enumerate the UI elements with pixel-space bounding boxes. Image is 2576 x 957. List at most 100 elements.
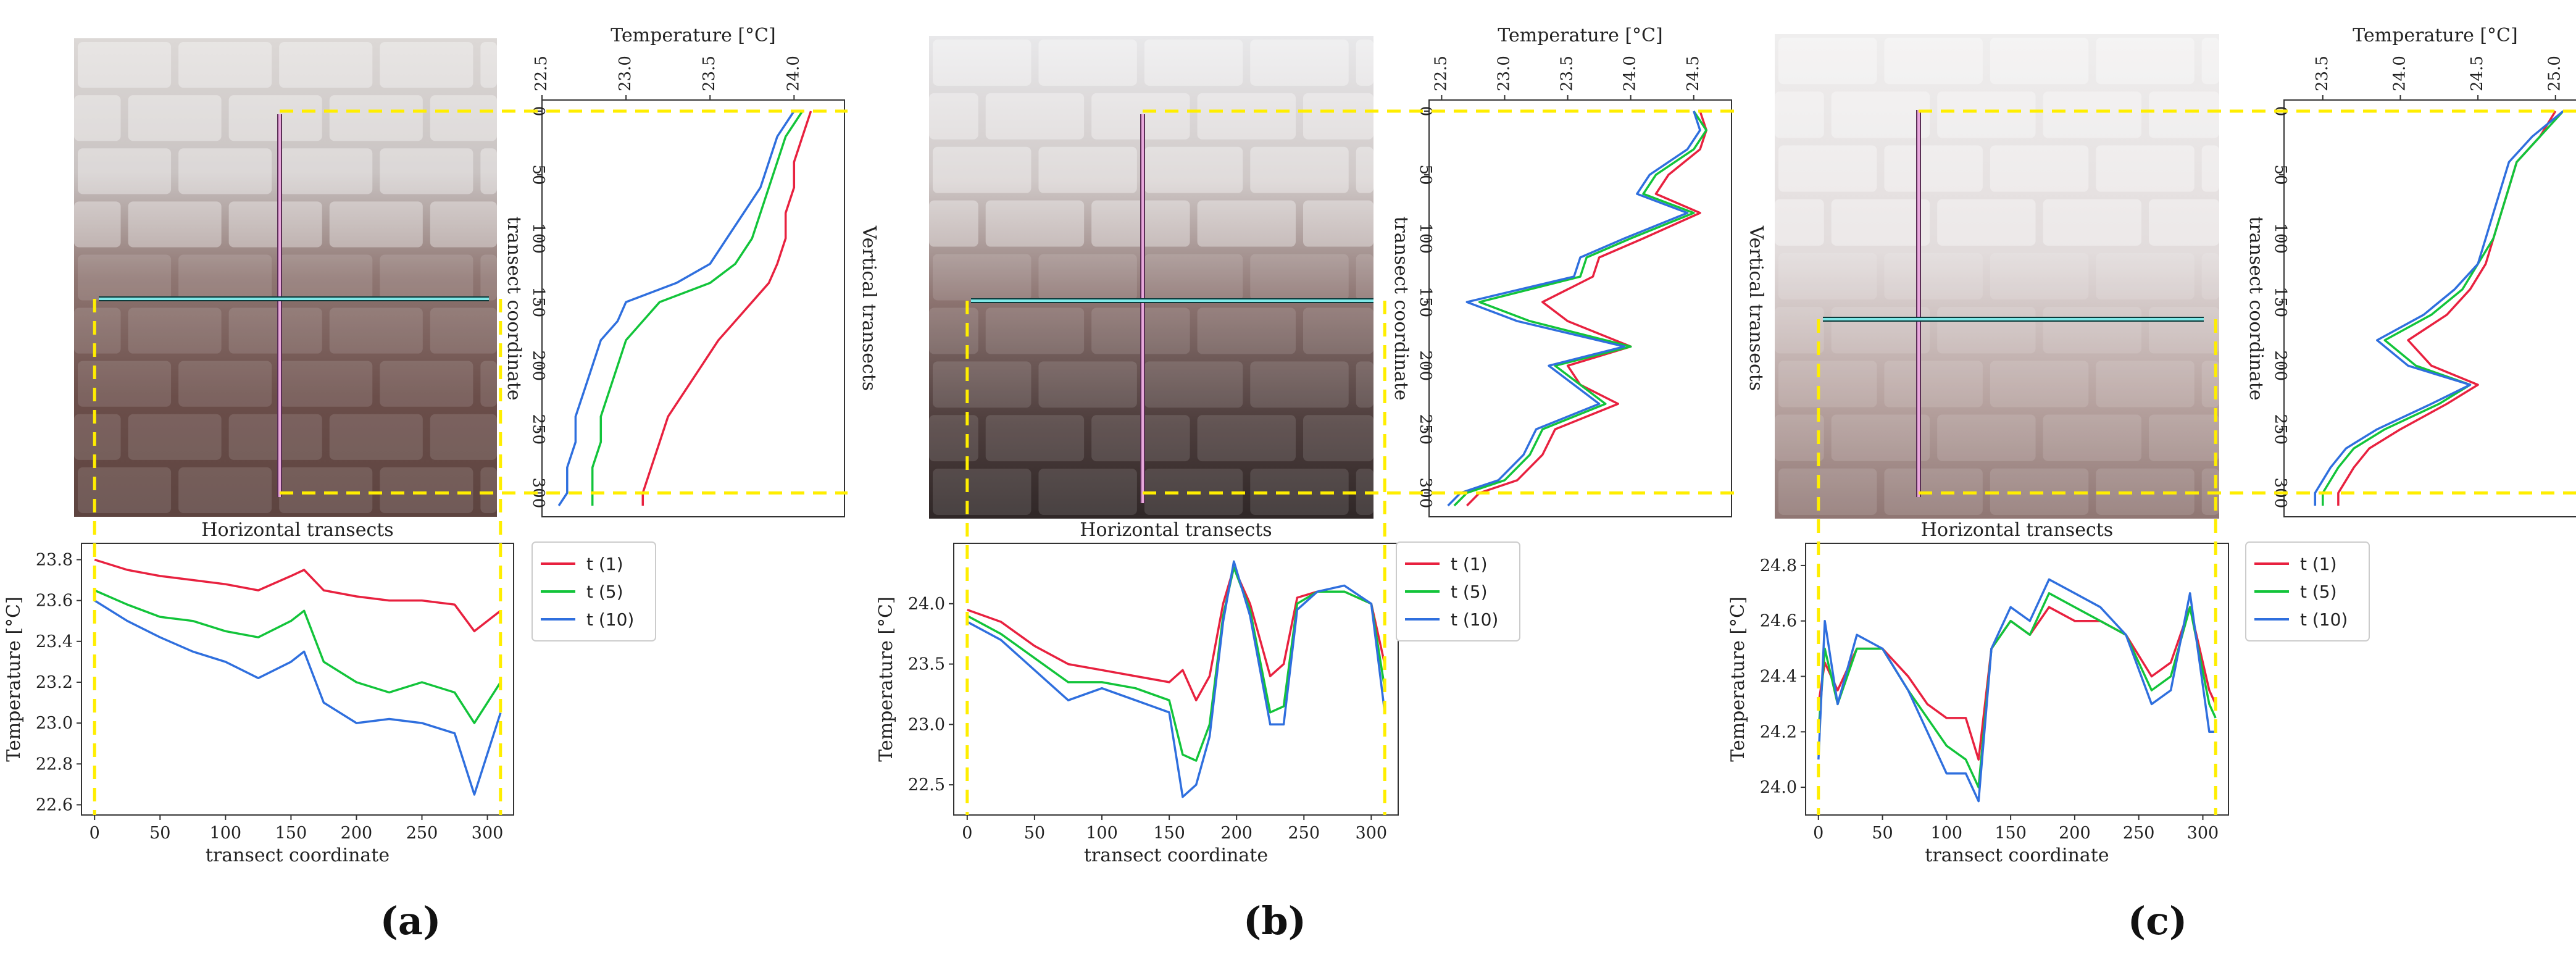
brick-block: [380, 361, 473, 407]
brick-block: [933, 469, 1032, 515]
legend-label: t (5): [1451, 582, 1488, 602]
panel-label-b: (b): [1243, 898, 1307, 943]
brick-block: [178, 42, 272, 88]
brick-block: [78, 42, 172, 88]
vertical-x-tick-label: 25.0: [2546, 56, 2564, 91]
vertical-series-line-t1: [641, 111, 812, 506]
brick-block: [1831, 199, 1930, 246]
horizontal-x-tick-label: 0: [90, 824, 100, 843]
horizontal-x-tick-label: 250: [2123, 824, 2155, 843]
legend-label: t (5): [586, 582, 623, 602]
horizontal-x-tick-label: 150: [1153, 824, 1185, 843]
thermal-image-background: [74, 38, 497, 517]
panel-a: Temperature [°C] 22.5 23.0 23.5 24.0 0 50 100 15…: [3, 25, 880, 866]
vertical-plot-title: Temperature [°C]: [1498, 25, 1662, 46]
horizontal-plot-xlabel: transect coordinate: [206, 845, 390, 866]
horizontal-plot-frame: [1805, 543, 2229, 816]
horizontal-x-tick-label: 300: [1356, 824, 1388, 843]
horizontal-series-line-t5: [1817, 592, 2217, 788]
horizontal-y-tick-label: 23.8: [36, 550, 73, 569]
horizontal-x-tick-label: 250: [1288, 824, 1320, 843]
brick-block: [1038, 469, 1137, 515]
brick-block: [128, 95, 222, 141]
brick-block: [128, 414, 222, 460]
brick-block: [1250, 361, 1349, 408]
brick-block: [985, 200, 1085, 247]
horizontal-y-tick-label: 23.0: [908, 715, 945, 734]
brick-block: [2043, 199, 2141, 246]
brick-block: [1990, 361, 2089, 407]
vertical-x-tick-label: 24.5: [2468, 56, 2486, 91]
brick-block: [1884, 361, 1983, 407]
horizontal-y-tick-label: 22.8: [36, 754, 73, 774]
vertical-x-tick-label: 23.5: [1558, 56, 1577, 91]
vertical-plot-frame: [1428, 99, 1732, 517]
brick-block: [228, 414, 322, 460]
legend-a: t (1) t (5) t (10): [531, 541, 656, 641]
brick-block: [1303, 307, 1373, 354]
horizontal-x-tick-label: 150: [275, 824, 307, 843]
brick-block: [2201, 38, 2219, 85]
brick-block: [178, 148, 272, 194]
legend-box: [531, 541, 656, 641]
brick-block: [228, 201, 322, 248]
brick-block: [480, 467, 497, 513]
brick-block: [2149, 414, 2219, 461]
vertical-plot-ylabel: transect coordinate: [2245, 216, 2267, 400]
brick-block: [279, 254, 373, 301]
legend-box: [2245, 541, 2370, 641]
brick-block: [2096, 253, 2195, 300]
brick-block: [1197, 415, 1296, 462]
brick-block: [279, 148, 373, 194]
thermal-image-brick-wall-a: [74, 38, 497, 517]
brick-block: [1775, 307, 1824, 354]
brick-block: [430, 95, 497, 141]
brick-block: [933, 146, 1032, 193]
brick-block: [178, 254, 272, 301]
brick-block: [2043, 414, 2141, 461]
horizontal-transect-chart-a: Horizontal transects 0 50 100 150 200 250 300 22…: [3, 519, 514, 866]
horizontal-y-tick-label: 24.6: [1760, 612, 1797, 631]
panel-label-a: (a): [380, 898, 441, 943]
horizontal-transect-chart-b: Horizontal transects 0 50 100 150 200 250 300 22…: [875, 519, 1399, 866]
brick-block: [1197, 93, 1296, 140]
brick-block: [430, 201, 497, 248]
brick-block: [929, 93, 978, 140]
brick-block: [933, 361, 1032, 408]
horizontal-y-tick-label: 24.0: [908, 595, 945, 614]
horizontal-x-tick-label: 200: [1220, 824, 1253, 843]
horizontal-y-tick-label: 24.8: [1760, 556, 1797, 575]
horizontal-y-tick-label: 23.2: [36, 673, 73, 692]
vertical-series-line-t5: [591, 111, 804, 506]
horizontal-series-line-t10: [1817, 578, 2216, 803]
brick-block: [1937, 307, 2036, 354]
brick-block: [1884, 253, 1983, 300]
brick-block: [1831, 91, 1930, 138]
vertical-y-tick-label: 0: [529, 106, 548, 117]
vertical-x-tick-label: 23.0: [616, 56, 635, 91]
brick-block: [1937, 91, 2036, 138]
brick-block: [1303, 93, 1373, 140]
legend-label: t (10): [2300, 609, 2348, 630]
brick-block: [2043, 91, 2141, 138]
horizontal-y-tick-label: 24.0: [1760, 778, 1797, 797]
vertical-y-tick-label: 250: [1416, 414, 1435, 445]
brick-block: [1144, 254, 1243, 301]
legend-label: t (1): [2300, 554, 2337, 574]
brick-block: [78, 467, 172, 513]
brick-block: [74, 95, 121, 141]
brick-block: [1775, 91, 1824, 138]
brick-block: [933, 40, 1032, 86]
brick-block: [1884, 468, 1983, 515]
horizontal-y-tick-label: 23.4: [36, 632, 73, 651]
brick-block: [1303, 415, 1373, 462]
brick-block: [2043, 307, 2141, 354]
brick-block: [1990, 253, 2089, 300]
brick-block: [2149, 307, 2219, 354]
horizontal-x-tick-label: 300: [2187, 824, 2219, 843]
horizontal-x-tick-label: 250: [406, 824, 438, 843]
vertical-x-tick-label: 24.5: [1684, 56, 1703, 91]
brick-block: [1144, 40, 1243, 86]
horizontal-x-tick-label: 50: [149, 824, 170, 843]
brick-block: [480, 148, 497, 194]
